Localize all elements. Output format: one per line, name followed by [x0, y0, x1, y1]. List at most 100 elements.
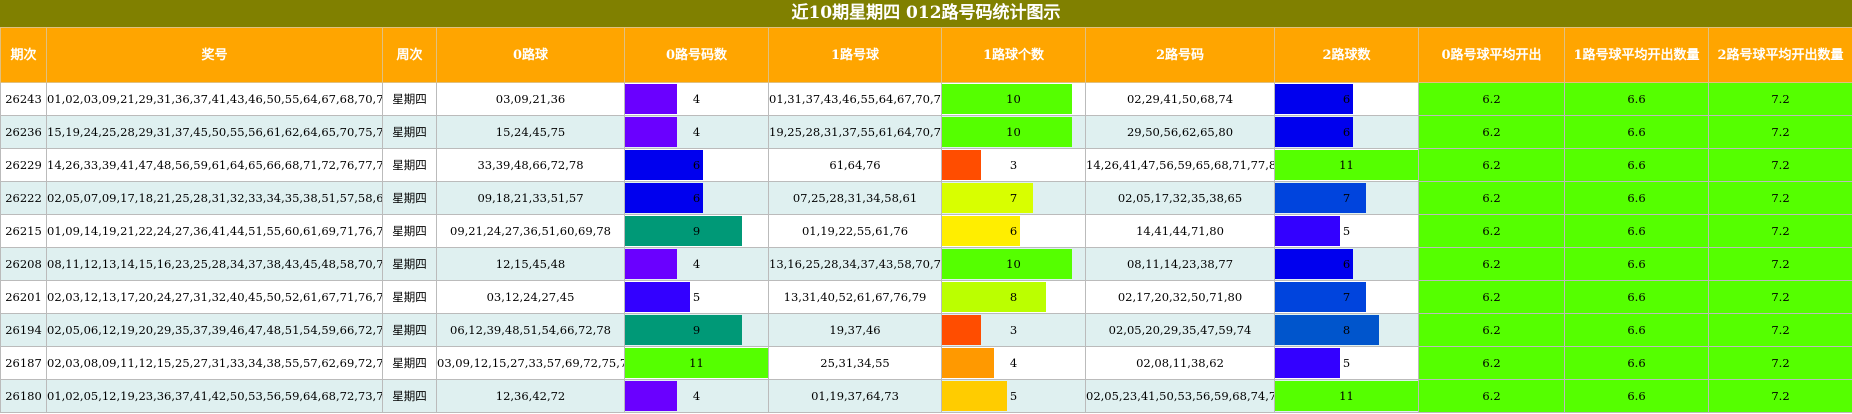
r0-balls-cell: 12,15,45,48	[436, 247, 625, 281]
avg2-cell: 7.2	[1708, 181, 1852, 215]
r1-count-value: 3	[1009, 323, 1018, 337]
weekday-cell: 星期四	[382, 82, 437, 116]
r0-count-cell: 9	[624, 214, 769, 248]
r2-count-cell: 11	[1274, 148, 1419, 182]
avg0-cell: 6.2	[1418, 346, 1565, 380]
r2-count-cell: 8	[1274, 313, 1419, 347]
r0-count-value: 9	[692, 323, 701, 337]
r1-count-value: 10	[1006, 92, 1021, 106]
r0-count-cell: 4	[624, 82, 769, 116]
r0-count-value: 4	[692, 257, 701, 271]
r0-balls-cell: 06,12,39,48,51,54,66,72,78	[436, 313, 625, 347]
period-cell: 26222	[0, 181, 47, 215]
r0-balls-cell: 03,12,24,27,45	[436, 280, 625, 314]
header-r2-count: 2路球数	[1274, 27, 1419, 83]
r1-count-value: 10	[1006, 257, 1021, 271]
weekday-cell: 星期四	[382, 313, 437, 347]
r2-count-cell: 5	[1274, 214, 1419, 248]
numbers-cell: 15,19,24,25,28,29,31,37,45,50,55,56,61,6…	[46, 115, 383, 149]
weekday-cell: 星期四	[382, 214, 437, 248]
r0-count-value: 6	[692, 191, 701, 205]
r2-count-cell: 7	[1274, 280, 1419, 314]
r1-count-bar	[942, 183, 1033, 213]
r0-count-cell: 5	[624, 280, 769, 314]
r1-balls-cell: 25,31,34,55	[768, 346, 942, 380]
r0-count-bar	[625, 249, 677, 279]
table-row: 26229 14,26,33,39,41,47,48,56,59,61,64,65…	[0, 148, 1852, 182]
r0-balls-cell: 09,18,21,33,51,57	[436, 181, 625, 215]
period-cell: 26208	[0, 247, 47, 281]
r0-count-bar	[625, 183, 703, 213]
header-r0-balls: 0路球	[436, 27, 625, 83]
period-cell: 26236	[0, 115, 47, 149]
r0-count-value: 6	[692, 158, 701, 172]
avg1-cell: 6.6	[1564, 280, 1709, 314]
r1-count-cell: 10	[941, 82, 1086, 116]
r2-balls-cell: 14,26,41,47,56,59,65,68,71,77,80	[1085, 148, 1275, 182]
r1-count-bar	[942, 381, 1007, 411]
avg1-cell: 6.6	[1564, 115, 1709, 149]
table-row: 26180 01,02,05,12,19,23,36,37,41,42,50,53…	[0, 379, 1852, 413]
r0-count-value: 11	[689, 356, 704, 370]
stats-table: 期次 奖号 周次 0路球 0路号码数 1路号球 1路球个数 2路号码 2路球数 …	[0, 27, 1852, 413]
numbers-cell: 01,09,14,19,21,22,24,27,36,41,44,51,55,6…	[46, 214, 383, 248]
avg1-cell: 6.6	[1564, 247, 1709, 281]
r1-count-bar	[942, 84, 1072, 114]
r1-balls-cell: 61,64,76	[768, 148, 942, 182]
r2-count-value: 6	[1342, 257, 1351, 271]
avg2-cell: 7.2	[1708, 148, 1852, 182]
r2-count-cell: 6	[1274, 247, 1419, 281]
header-avg1: 1路号球平均开出数量	[1564, 27, 1709, 83]
period-cell: 26243	[0, 82, 47, 116]
r0-count-value: 4	[692, 125, 701, 139]
r2-balls-cell: 02,29,41,50,68,74	[1085, 82, 1275, 116]
r1-balls-cell: 01,19,37,64,73	[768, 379, 942, 413]
r1-count-bar	[942, 348, 994, 378]
r1-count-bar	[942, 282, 1046, 312]
r0-count-value: 5	[692, 290, 701, 304]
table-row: 26208 08,11,12,13,14,15,16,23,25,28,34,37…	[0, 247, 1852, 281]
r0-balls-cell: 03,09,21,36	[436, 82, 625, 116]
header-r1-count: 1路球个数	[941, 27, 1086, 83]
r0-balls-cell: 15,24,45,75	[436, 115, 625, 149]
avg0-cell: 6.2	[1418, 313, 1565, 347]
r1-count-value: 7	[1009, 191, 1018, 205]
r2-count-bar	[1275, 150, 1418, 180]
r0-count-bar	[625, 84, 677, 114]
r0-count-value: 9	[692, 224, 701, 238]
r0-count-cell: 4	[624, 247, 769, 281]
avg0-cell: 6.2	[1418, 115, 1565, 149]
numbers-cell: 14,26,33,39,41,47,48,56,59,61,64,65,66,6…	[46, 148, 383, 182]
r1-count-cell: 3	[941, 148, 1086, 182]
r2-count-cell: 11	[1274, 379, 1419, 413]
avg0-cell: 6.2	[1418, 379, 1565, 413]
r1-count-cell: 6	[941, 214, 1086, 248]
avg0-cell: 6.2	[1418, 82, 1565, 116]
period-cell: 26180	[0, 379, 47, 413]
r0-balls-cell: 09,21,24,27,36,51,60,69,78	[436, 214, 625, 248]
r0-balls-cell: 12,36,42,72	[436, 379, 625, 413]
r0-count-bar	[625, 117, 677, 147]
avg2-cell: 7.2	[1708, 346, 1852, 380]
r1-balls-cell: 13,31,40,52,61,67,76,79	[768, 280, 942, 314]
period-cell: 26229	[0, 148, 47, 182]
r1-count-cell: 7	[941, 181, 1086, 215]
r2-count-bar	[1275, 249, 1353, 279]
table-row: 26243 01,02,03,09,21,29,31,36,37,41,43,46…	[0, 82, 1852, 116]
weekday-cell: 星期四	[382, 346, 437, 380]
header-weekday: 周次	[382, 27, 437, 83]
r1-count-value: 10	[1006, 125, 1021, 139]
r2-count-cell: 6	[1274, 115, 1419, 149]
avg1-cell: 6.6	[1564, 379, 1709, 413]
r2-balls-cell: 29,50,56,62,65,80	[1085, 115, 1275, 149]
avg1-cell: 6.6	[1564, 346, 1709, 380]
r2-count-value: 6	[1342, 125, 1351, 139]
r2-count-value: 7	[1342, 290, 1351, 304]
avg2-cell: 7.2	[1708, 313, 1852, 347]
r1-count-value: 6	[1009, 224, 1018, 238]
period-cell: 26215	[0, 214, 47, 248]
avg2-cell: 7.2	[1708, 82, 1852, 116]
r2-balls-cell: 02,05,17,32,35,38,65	[1085, 181, 1275, 215]
r2-count-bar	[1275, 315, 1379, 345]
table-row: 26194 02,05,06,12,19,20,29,35,37,39,46,47…	[0, 313, 1852, 347]
